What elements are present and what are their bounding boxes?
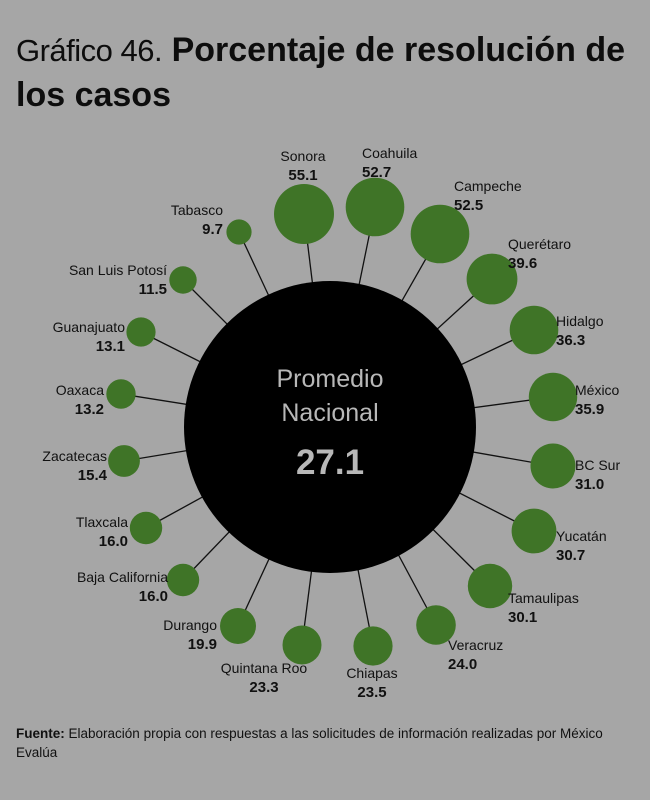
label-name-tabasco: Tabasco bbox=[171, 202, 223, 218]
chart-title-main: Porcentaje de resolución de los casos bbox=[16, 31, 626, 114]
label-value-chiapas: 23.5 bbox=[357, 684, 386, 701]
center-label-line2: Nacional bbox=[281, 399, 378, 427]
label-name-oaxaca: Oaxaca bbox=[56, 382, 104, 398]
label-name-coahuila: Coahuila bbox=[362, 145, 417, 161]
label-name-queretaro: Querétaro bbox=[508, 236, 571, 252]
label-value-coahuila: 52.7 bbox=[362, 164, 391, 181]
label-name-bc-sur: BC Sur bbox=[575, 457, 620, 473]
bubble-sonora bbox=[274, 184, 334, 244]
label-value-campeche: 52.5 bbox=[454, 197, 483, 214]
bubbles bbox=[106, 177, 578, 666]
label-value-zacatecas: 15.4 bbox=[78, 467, 108, 484]
label-value-baja-california: 16.0 bbox=[139, 588, 168, 605]
label-name-quintana-roo: Quintana Roo bbox=[221, 660, 308, 676]
center-circle bbox=[184, 281, 476, 573]
bubble-tabasco bbox=[226, 219, 252, 245]
bubble-mexico bbox=[528, 372, 578, 422]
label-name-zacatecas: Zacatecas bbox=[42, 448, 107, 464]
label-name-hidalgo: Hidalgo bbox=[556, 313, 604, 329]
bubble-quintana-roo bbox=[282, 625, 322, 665]
chart-title: Gráfico 46. Porcentaje de resolución de … bbox=[16, 28, 636, 117]
center-label-line1: Promedio bbox=[277, 365, 384, 393]
label-value-tamaulipas: 30.1 bbox=[508, 609, 537, 626]
label-name-tlaxcala: Tlaxcala bbox=[76, 514, 128, 530]
bubble-veracruz bbox=[416, 605, 456, 645]
bubble-zacatecas bbox=[108, 445, 140, 477]
label-value-bc-sur: 31.0 bbox=[575, 476, 604, 493]
label-value-tabasco: 9.7 bbox=[202, 221, 223, 238]
source-label: Fuente: bbox=[16, 726, 65, 741]
label-value-oaxaca: 13.2 bbox=[75, 401, 104, 418]
bubble-durango bbox=[220, 608, 256, 644]
label-value-quintana-roo: 23.3 bbox=[249, 679, 278, 696]
label-value-tlaxcala: 16.0 bbox=[99, 533, 128, 550]
bubble-san-luis-potosi bbox=[169, 266, 197, 294]
bubble-coahuila bbox=[345, 177, 405, 237]
chart-title-prefix: Gráfico 46. bbox=[16, 33, 163, 68]
label-value-mexico: 35.9 bbox=[575, 401, 604, 418]
bubble-chiapas bbox=[353, 626, 393, 666]
bubble-oaxaca bbox=[106, 379, 136, 409]
label-name-campeche: Campeche bbox=[454, 178, 522, 194]
label-name-baja-california: Baja California bbox=[77, 569, 168, 585]
bubble-hidalgo bbox=[509, 305, 559, 355]
bubble-baja-california bbox=[166, 563, 200, 597]
bubble-labels: Coahuila 52.7 Campeche 52.5 Querétaro 39.6 Hid… bbox=[42, 145, 620, 701]
source-text: Elaboración propia con respuestas a las … bbox=[16, 726, 603, 760]
label-name-sonora: Sonora bbox=[280, 148, 325, 164]
source-note: Fuente: Elaboración propia con respuesta… bbox=[16, 724, 636, 762]
label-name-san-luis-potosi: San Luis Potosí bbox=[69, 262, 167, 278]
bubble-yucatan bbox=[511, 508, 557, 554]
label-value-sonora: 55.1 bbox=[288, 167, 317, 184]
label-name-veracruz: Veracruz bbox=[448, 637, 503, 653]
label-value-hidalgo: 36.3 bbox=[556, 332, 585, 349]
bubble-bc-sur bbox=[530, 443, 576, 489]
label-name-durango: Durango bbox=[163, 617, 217, 633]
bubble-tamaulipas bbox=[467, 563, 513, 609]
label-name-chiapas: Chiapas bbox=[346, 665, 397, 681]
label-value-yucatan: 30.7 bbox=[556, 547, 585, 564]
label-value-queretaro: 39.6 bbox=[508, 255, 537, 272]
label-name-mexico: México bbox=[575, 382, 620, 398]
label-value-durango: 19.9 bbox=[188, 636, 217, 653]
label-name-guanajuato: Guanajuato bbox=[53, 319, 126, 335]
bubble-campeche bbox=[410, 204, 470, 264]
label-name-yucatan: Yucatán bbox=[556, 528, 607, 544]
label-name-tamaulipas: Tamaulipas bbox=[508, 590, 579, 606]
label-value-san-luis-potosi: 11.5 bbox=[139, 281, 167, 298]
bubble-queretaro bbox=[466, 253, 518, 305]
label-value-veracruz: 24.0 bbox=[448, 656, 477, 673]
label-value-guanajuato: 13.1 bbox=[96, 338, 125, 355]
bubble-guanajuato bbox=[126, 317, 156, 347]
center-value: 27.1 bbox=[296, 443, 364, 482]
bubble-tlaxcala bbox=[129, 511, 163, 545]
